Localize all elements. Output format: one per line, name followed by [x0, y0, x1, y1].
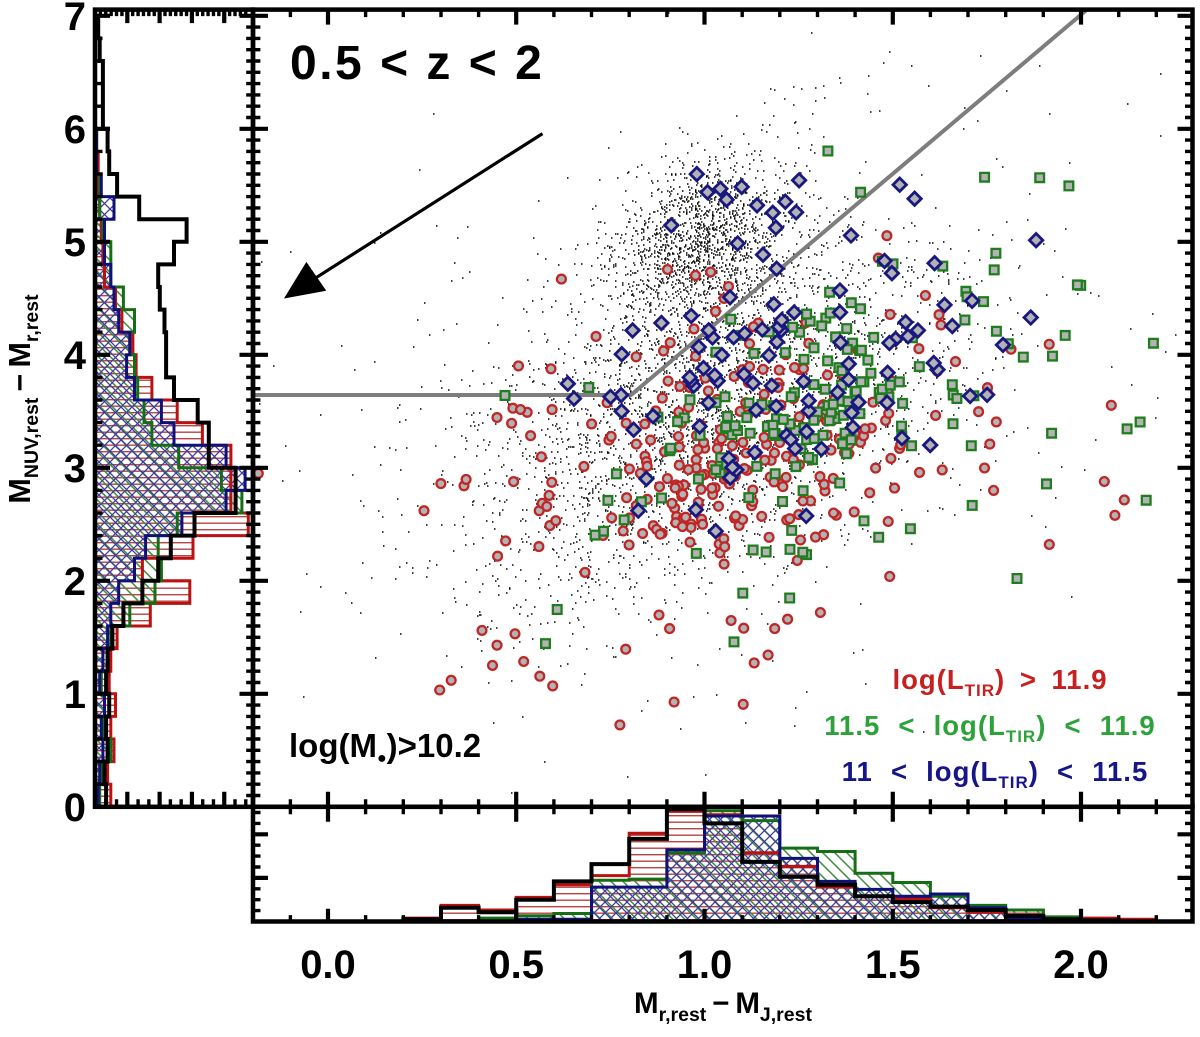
svg-text:0.5: 0.5: [488, 943, 544, 987]
svg-text:0: 0: [64, 786, 86, 830]
svg-text:log(LTIR) > 11.9: log(LTIR) > 11.9: [892, 664, 1107, 700]
svg-text:6: 6: [64, 108, 86, 152]
svg-text:0.0: 0.0: [300, 943, 356, 987]
svg-text:2.0: 2.0: [1053, 943, 1109, 987]
svg-text:0.5 < z < 2: 0.5 < z < 2: [290, 37, 544, 90]
svg-text:2: 2: [64, 560, 86, 604]
svg-text:3: 3: [64, 447, 86, 491]
svg-text:5: 5: [64, 221, 86, 265]
svg-text:1.0: 1.0: [677, 943, 733, 987]
svg-text:1: 1: [64, 673, 86, 717]
svg-text:Mr,rest − MJ,rest: Mr,rest − MJ,rest: [634, 987, 812, 1026]
svg-text:11.5 < log(LTIR) < 11.9: 11.5 < log(LTIR) < 11.9: [824, 710, 1155, 746]
svg-text:7: 7: [64, 0, 86, 39]
svg-text:11 < log(LTIR) < 11.5: 11 < log(LTIR) < 11.5: [842, 756, 1149, 792]
svg-text:1.5: 1.5: [865, 943, 921, 987]
svg-text:4: 4: [64, 334, 87, 378]
